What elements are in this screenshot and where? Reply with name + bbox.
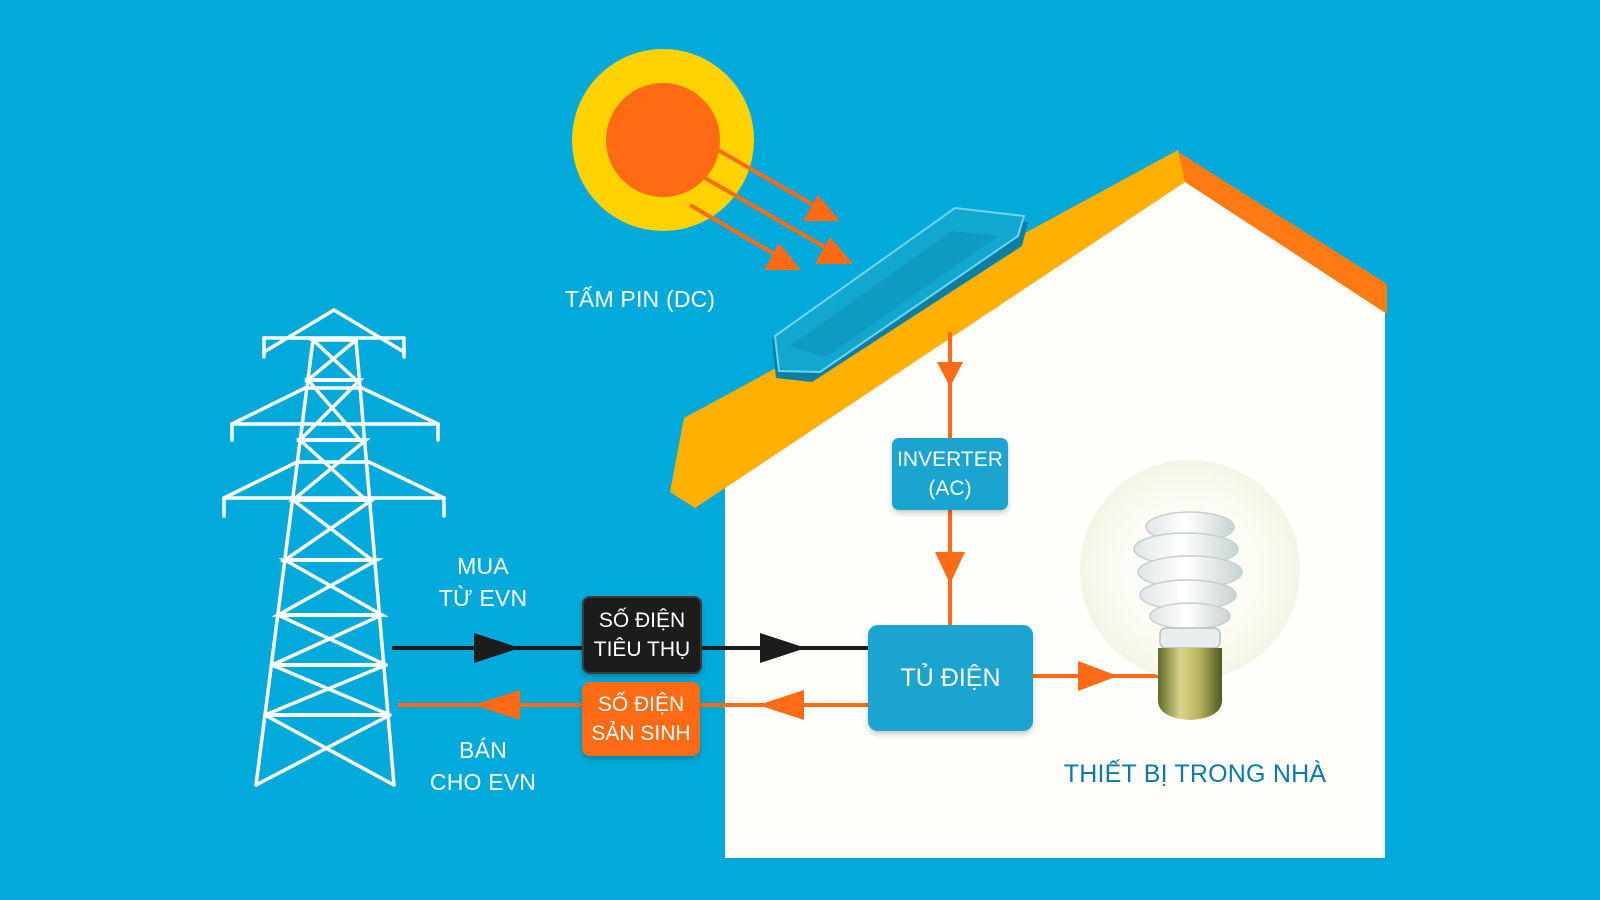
- sell-label-line-1: BÁN: [459, 737, 507, 763]
- consumption-flow-line: [392, 633, 868, 663]
- flow-arrow-icon: [937, 332, 963, 438]
- inverter-label-line-2: (AC): [928, 477, 972, 500]
- flow-arrow-icon: [1033, 661, 1160, 691]
- buy-label-line-2: TỪ EVN: [438, 585, 528, 611]
- production-meter: SỐ ĐIỆN SẢN SINH: [582, 682, 700, 756]
- production-meter-line-1: SỐ ĐIỆN: [597, 693, 685, 716]
- production-meter-line-2: SẢN SINH: [591, 722, 691, 745]
- consumption-meter: SỐ ĐIỆN TIÊU THỤ: [582, 596, 702, 674]
- sell-to-evn-label: BÁN CHO EVN: [415, 734, 551, 798]
- solar-panel-label: TẤM PIN (DC): [564, 286, 716, 312]
- consumption-meter-line-1: SỐ ĐIỆN: [598, 609, 686, 632]
- electrical-panel-label: TỦ ĐIỆN: [900, 663, 1001, 692]
- light-bulb-icon: [1080, 460, 1300, 720]
- electrical-panel-box: TỦ ĐIỆN: [868, 625, 1033, 731]
- flow-arrow-icon: [935, 510, 965, 625]
- house-wall: [725, 170, 1385, 858]
- inverter-label-line-1: INVERTER: [897, 448, 1003, 471]
- power-tower-icon: [222, 307, 446, 787]
- sell-label-line-2: CHO EVN: [429, 769, 537, 795]
- home-devices-label: THIẾT BỊ TRONG NHÀ: [1063, 760, 1327, 788]
- buy-label-line-1: MUA: [457, 553, 509, 579]
- sun-ray-arrow-icon: [688, 148, 853, 270]
- inverter-box: INVERTER (AC): [892, 438, 1008, 510]
- consumption-meter-line-2: TIÊU THỤ: [593, 638, 691, 661]
- solar-panel-icon: [772, 206, 1028, 382]
- sun-icon: [572, 49, 754, 231]
- roof: [670, 150, 1185, 508]
- buy-from-evn-label: MUA TỪ EVN: [420, 550, 546, 614]
- production-flow-line: [398, 690, 868, 720]
